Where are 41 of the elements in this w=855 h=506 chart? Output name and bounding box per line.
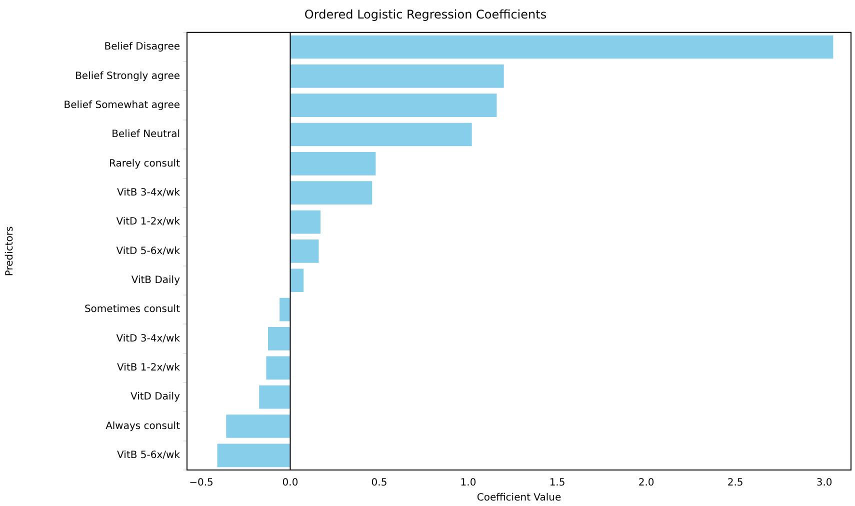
y-tick-label: VitD Daily (130, 392, 180, 403)
y-tick-label: VitB 1-2x/wk (117, 362, 180, 374)
bar (290, 240, 319, 263)
y-tick-label: VitD 1-2x/wk (116, 216, 180, 228)
x-tick-label: −0.5 (189, 478, 214, 489)
y-tick-label: VitB 5-6x/wk (117, 450, 180, 462)
chart-title: Ordered Logistic Regression Coefficients (304, 7, 547, 22)
y-tick-label: Belief Somewhat agree (64, 100, 180, 111)
y-tick-label: Belief Disagree (104, 42, 180, 53)
bar (266, 356, 290, 380)
bar (290, 210, 321, 234)
bar (290, 35, 834, 59)
bar (290, 94, 497, 118)
y-tick-label: Rarely consult (109, 158, 180, 170)
bar (280, 298, 290, 322)
y-tick-label: VitB 3-4x/wk (117, 187, 180, 198)
x-tick-label: 1.5 (549, 478, 566, 489)
y-tick-label: VitB Daily (131, 274, 180, 286)
x-tick-label: 2.0 (638, 478, 654, 489)
y-tick-label: Always consult (106, 420, 180, 432)
bar (290, 268, 304, 292)
y-tick-label: Belief Strongly agree (75, 70, 180, 82)
x-tick-label: 3.0 (816, 478, 832, 489)
y-tick-label: VitD 3-4x/wk (116, 333, 180, 344)
y-tick-label: Sometimes consult (84, 304, 180, 316)
x-tick-label: 0.5 (371, 478, 388, 489)
bar (290, 181, 372, 205)
bar (217, 444, 290, 468)
y-axis-title: Predictors (4, 226, 16, 276)
y-tick-label: VitD 5-6x/wk (116, 246, 180, 257)
x-tick-label: 0.0 (282, 478, 298, 489)
bar (290, 122, 472, 146)
bar (268, 327, 290, 350)
x-tick-label: 1.0 (460, 478, 476, 489)
bar (259, 385, 290, 409)
x-axis-title: Coefficient Value (476, 492, 562, 504)
x-tick-label: 2.5 (727, 478, 744, 489)
bar (290, 64, 504, 88)
y-tick-label: Belief Neutral (112, 129, 180, 140)
bar (290, 152, 376, 176)
bar (226, 414, 290, 438)
